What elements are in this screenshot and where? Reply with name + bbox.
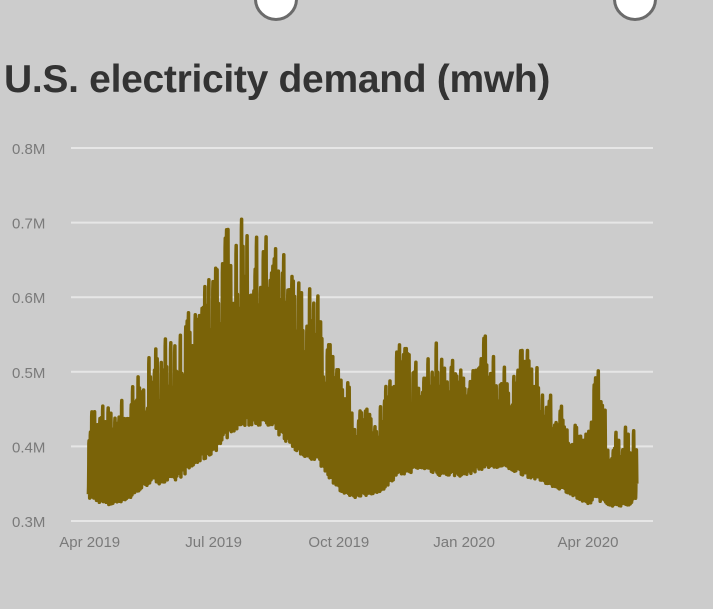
y-tick-label: 0.5M [12,365,45,382]
y-tick-label: 0.8M [12,141,45,158]
x-tick-label: Apr 2019 [59,534,120,551]
x-axis: Apr 2019 Jul 2019 Oct 2019 Jan 2020 Apr 2020 [59,534,618,551]
demand-series-line [86,217,639,508]
y-axis: 0.3M 0.4M 0.5M 0.6M 0.7M 0.8M [12,141,45,531]
y-tick-label: 0.7M [12,216,45,233]
x-tick-label: Apr 2020 [558,534,619,551]
y-tick-label: 0.4M [12,439,45,456]
x-tick-label: Jan 2020 [433,534,495,551]
x-tick-label: Jul 2019 [185,534,242,551]
y-tick-label: 0.6M [12,290,45,307]
chart-title: U.S. electricity demand (mwh) [4,58,551,101]
x-tick-label: Oct 2019 [308,534,369,551]
plot-area [86,217,639,508]
y-tick-label: 0.3M [12,514,45,531]
